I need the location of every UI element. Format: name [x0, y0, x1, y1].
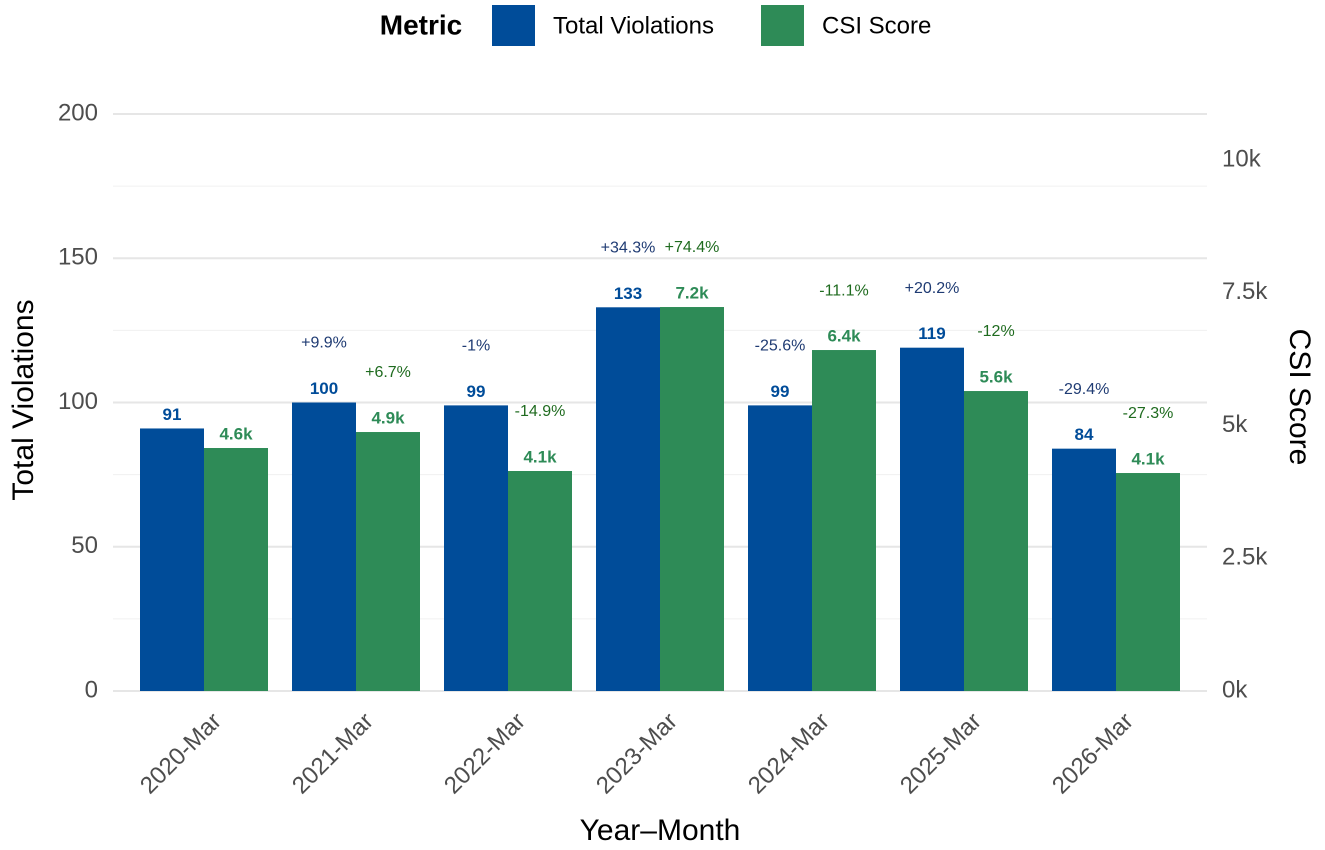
change-label: +9.9%: [301, 335, 347, 352]
y2-tick-label: 5k: [1222, 411, 1248, 438]
change-label: +34.3%: [601, 240, 656, 257]
bar: [748, 405, 812, 691]
value-label: 119: [918, 324, 945, 343]
y2-tick-label: 0k: [1222, 676, 1248, 703]
bar: [964, 391, 1028, 691]
y2-axis-title: CSI Score: [1283, 329, 1316, 466]
x-tick-label: 2020-Mar: [135, 708, 227, 800]
change-label: +74.4%: [665, 239, 720, 256]
bar: [812, 350, 876, 691]
change-label: +20.2%: [905, 280, 960, 297]
bar: [900, 347, 964, 691]
change-label: -25.6%: [755, 338, 806, 355]
value-label: 133: [614, 284, 642, 303]
value-label: 5.6k: [979, 368, 1013, 387]
x-tick-label: 2022-Mar: [439, 708, 531, 800]
value-label: 4.1k: [1131, 450, 1165, 469]
legend-label: Total Violations: [553, 12, 714, 39]
value-label: 4.1k: [523, 447, 557, 466]
x-tick-label: 2023-Mar: [591, 708, 683, 800]
y-tick-label: 150: [58, 244, 98, 271]
value-label: 99: [771, 382, 790, 401]
change-label: -12%: [977, 323, 1014, 340]
change-label: -11.1%: [819, 282, 869, 299]
value-label: 84: [1075, 425, 1094, 444]
y-axis-title: Total Violations: [7, 299, 40, 500]
x-tick-label: 2026-Mar: [1047, 708, 1139, 800]
bar: [292, 402, 356, 691]
bar: [444, 405, 508, 691]
change-label: -29.4%: [1059, 381, 1110, 398]
value-label: 6.4k: [827, 327, 861, 346]
bar: [508, 471, 572, 691]
bar: [596, 307, 660, 691]
y2-tick-label: 2.5k: [1222, 544, 1268, 571]
change-label: -27.3%: [1123, 405, 1174, 422]
y-tick-label: 200: [58, 99, 98, 126]
y-tick-label: 50: [71, 532, 98, 559]
bar: [204, 448, 268, 691]
bar: [660, 307, 724, 691]
x-tick-label: 2024-Mar: [743, 708, 835, 800]
x-tick-label: 2021-Mar: [287, 708, 379, 800]
legend-swatch: [492, 5, 535, 46]
value-label: 4.9k: [371, 409, 405, 428]
legend-swatch: [761, 5, 804, 46]
value-label: 100: [310, 379, 338, 398]
value-label: 99: [467, 382, 486, 401]
x-axis-title: Year–Month: [580, 814, 741, 847]
y2-tick-label: 10k: [1222, 145, 1262, 172]
value-label: 91: [163, 405, 182, 424]
y2-tick-label: 7.5k: [1222, 278, 1268, 305]
bar: [1052, 448, 1116, 691]
value-label: 7.2k: [675, 284, 709, 303]
legend-label: CSI Score: [822, 12, 931, 39]
bar: [356, 432, 420, 691]
y-tick-label: 0: [85, 676, 98, 703]
value-label: 4.6k: [219, 424, 253, 443]
legend-title: Metric: [380, 9, 462, 40]
x-tick-label: 2025-Mar: [895, 708, 987, 800]
bar: [140, 428, 204, 691]
change-label: -14.9%: [515, 403, 566, 420]
change-label: +6.7%: [365, 364, 411, 381]
y-tick-label: 100: [58, 388, 98, 415]
change-label: -1%: [462, 338, 490, 355]
bar: [1116, 473, 1180, 691]
